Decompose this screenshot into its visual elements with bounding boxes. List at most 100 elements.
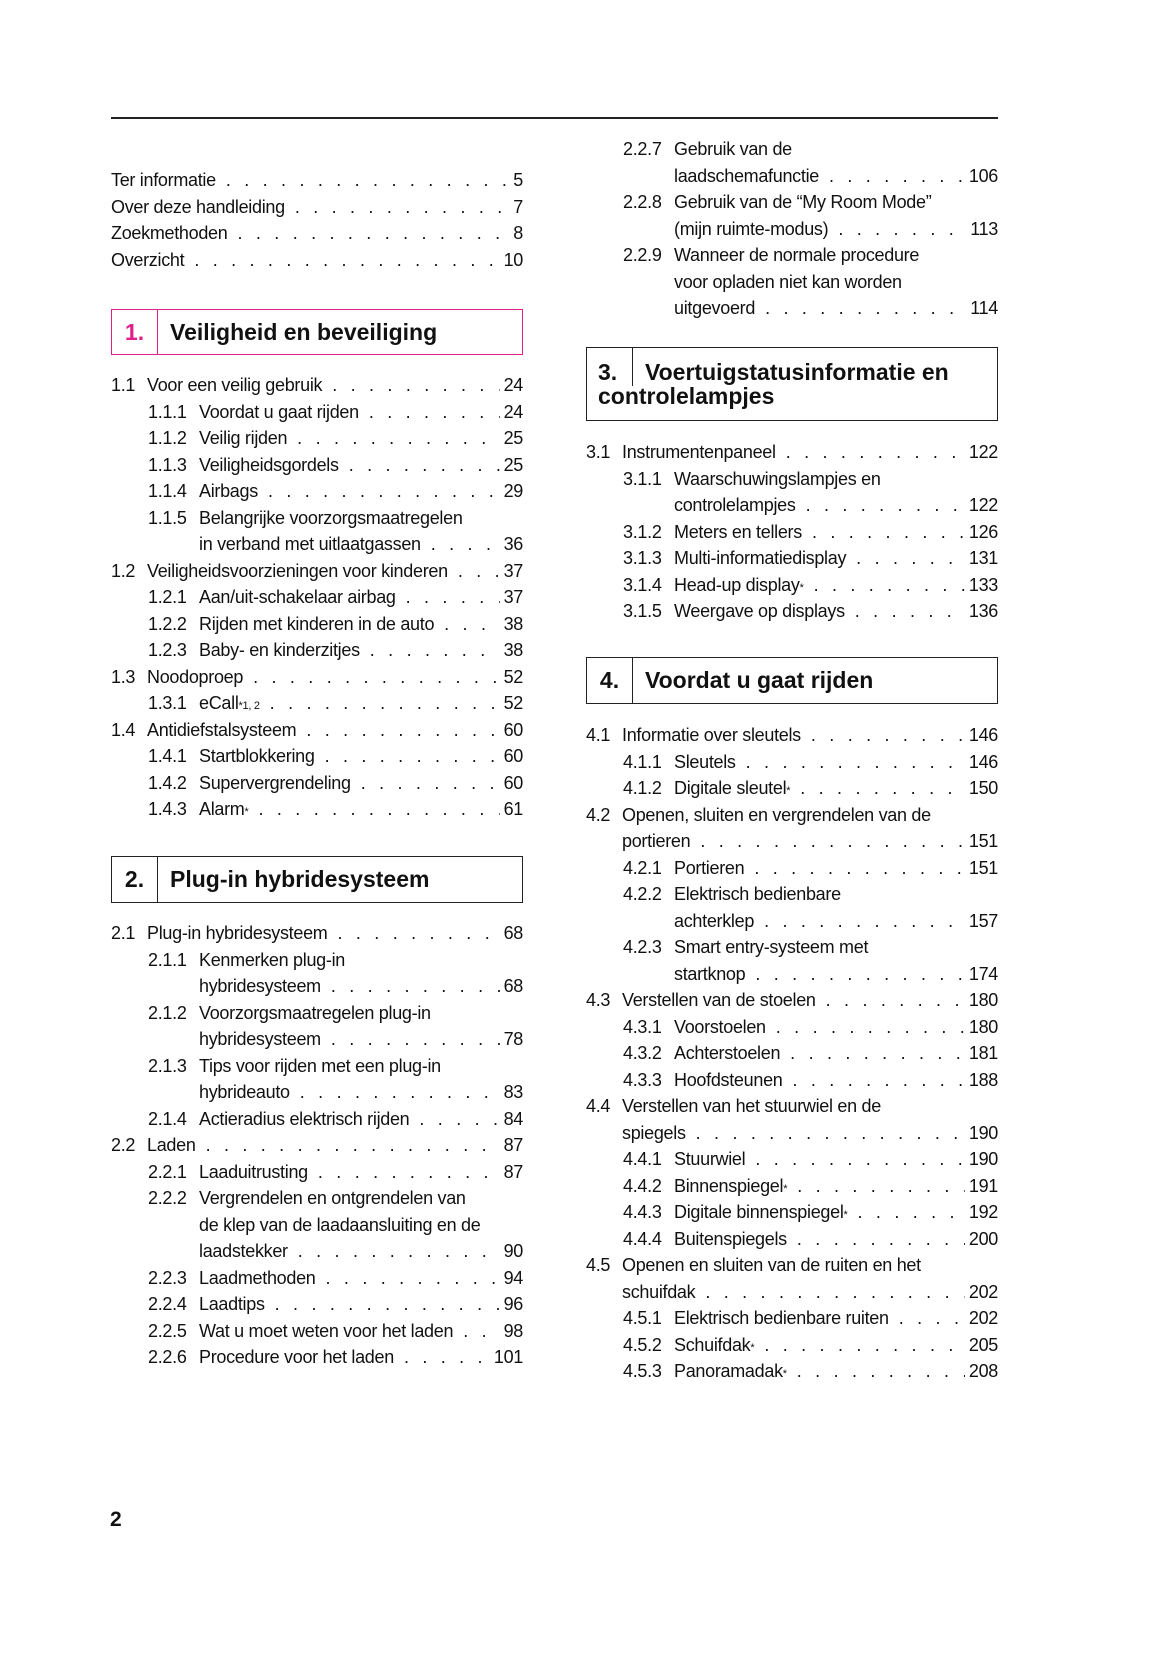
toc-entry[interactable]: 2.1.3 Tips voor rijden met een plug-in hyb…: [111, 1053, 523, 1106]
toc-entry[interactable]: 2.2.4 Laadtips 96: [111, 1291, 523, 1318]
toc-entry[interactable]: 2.2.1 Laaduitrusting 87: [111, 1159, 523, 1186]
toc-entry[interactable]: Overzicht 10: [111, 247, 523, 274]
toc-entry[interactable]: 4.3.2 Achterstoelen 181: [586, 1040, 998, 1067]
toc-entry-title: Belangrijke voorzorgsmaatregelen: [199, 507, 463, 528]
toc-entry[interactable]: Zoekmethoden 8: [111, 220, 523, 247]
dot-leader: [463, 1318, 499, 1345]
toc-entry[interactable]: 2.1.1 Kenmerken plug-in hybridesysteem 68: [111, 947, 523, 1000]
dot-leader: [755, 961, 965, 988]
toc-entry[interactable]: Ter informatie 5: [111, 167, 523, 194]
toc-entry[interactable]: 1.4 Antidiefstalsysteem 60: [111, 717, 523, 744]
toc-entry[interactable]: 1.2.3 Baby- en kinderzitjes 38: [111, 637, 523, 664]
toc-entry[interactable]: 2.2.2 Vergrendelen en ontgrendelen van de …: [111, 1185, 523, 1265]
toc-entry[interactable]: 3.1.3 Multi-informatiedisplay 131: [586, 545, 998, 572]
toc-entry[interactable]: 1.1.4 Airbags 29: [111, 478, 523, 505]
toc-entry[interactable]: 2.1.2 Voorzorgsmaatregelen plug-in hybride…: [111, 1000, 523, 1053]
toc-entry[interactable]: 2.2.5 Wat u moet weten voor het laden 98: [111, 1318, 523, 1345]
chapter-number: 4.: [587, 658, 633, 703]
toc-entry-page: 37: [503, 587, 524, 607]
toc-entry-title: Openen, sluiten en vergrendelen van de: [622, 804, 931, 825]
toc-entry[interactable]: 4.5 Openen en sluiten van de ruiten en he…: [586, 1252, 998, 1305]
toc-entry[interactable]: 2.2.9 Wanneer de normale procedure voor op…: [586, 242, 998, 322]
toc-entry[interactable]: 4.4 Verstellen van het stuurwiel en de spi…: [586, 1093, 998, 1146]
toc-entry[interactable]: 3.1.1 Waarschuwingslampjes en controlelamp…: [586, 466, 998, 519]
dot-leader: [696, 1120, 965, 1147]
toc-entry-number: 1.2: [111, 560, 136, 581]
toc-entry-number: 1.1.2: [148, 428, 187, 448]
toc-entry-title: Voorstoelen: [674, 1016, 766, 1037]
toc-entry[interactable]: 2.2.3 Laadmethoden 94: [111, 1265, 523, 1292]
toc-entry[interactable]: 1.1.1 Voordat u gaat rijden 24: [111, 399, 523, 426]
toc-entry-title: controlelampjes: [674, 495, 796, 515]
toc-entry-title: Hoofdsteunen: [674, 1069, 783, 1090]
toc-entry[interactable]: 4.5.1 Elektrisch bedienbare ruiten 202: [586, 1305, 998, 1332]
toc-entry[interactable]: Over deze handleiding 7: [111, 194, 523, 221]
toc-entry[interactable]: 1.2.1 Aan/uit-schakelaar airbag 37: [111, 584, 523, 611]
toc-entry[interactable]: 2.2.6 Procedure voor het laden 101: [111, 1344, 523, 1371]
toc-entry-page: 208: [968, 1361, 998, 1381]
toc-entry[interactable]: 1.1.2 Veilig rijden 25: [111, 425, 523, 452]
toc-entry[interactable]: 4.3.1 Voorstoelen 180: [586, 1014, 998, 1041]
dot-leader: [253, 664, 499, 691]
dot-leader: [237, 220, 509, 247]
dot-leader: [326, 1265, 500, 1292]
toc-entry-number: 3.1.4: [623, 574, 662, 595]
toc-entry-number: 4.4.3: [623, 1202, 662, 1222]
toc-entry-number: 2.1.2: [148, 1002, 187, 1023]
dot-leader: [899, 1305, 965, 1332]
toc-entry[interactable]: 1.2.2 Rijden met kinderen in de auto 38: [111, 611, 523, 638]
toc-entry[interactable]: 4.2.3 Smart entry-systeem met startknop 174: [586, 934, 998, 987]
dot-leader: [194, 247, 499, 274]
toc-entry[interactable]: 4.3.3 Hoofdsteunen 188: [586, 1067, 998, 1094]
toc-entry-number: 2.2.5: [148, 1320, 187, 1341]
toc-entry[interactable]: 1.2 Veiligheidsvoorzieningen voor kindere…: [111, 558, 523, 585]
toc-entry[interactable]: 4.3 Verstellen van de stoelen 180: [586, 987, 998, 1014]
chapter-3-list: 3.1 Instrumentenpaneel 122 3.1.1 Waarschuwin…: [586, 439, 998, 625]
toc-entry[interactable]: 2.2 Laden 87: [111, 1132, 523, 1159]
toc-entry-title: hybridesysteem: [199, 976, 321, 996]
toc-entry-page: 68: [503, 923, 524, 943]
toc-entry[interactable]: 4.2.1 Portieren 151: [586, 855, 998, 882]
chapter-4-heading: 4. Voordat u gaat rijden: [586, 657, 998, 704]
toc-entry[interactable]: 4.4.4 Buitenspiegels 200: [586, 1226, 998, 1253]
toc-entry[interactable]: 4.4.1 Stuurwiel 190: [586, 1146, 998, 1173]
toc-entry[interactable]: 2.1 Plug-in hybridesysteem 68: [111, 920, 523, 947]
toc-entry[interactable]: 3.1.5 Weergave op displays 136: [586, 598, 998, 625]
toc-entry[interactable]: 4.1 Informatie over sleutels 146: [586, 722, 998, 749]
toc-entry[interactable]: 2.2.8 Gebruik van de “My Room Mode” (mijn …: [586, 189, 998, 242]
toc-entry[interactable]: 4.1.1 Sleutels 146: [586, 749, 998, 776]
toc-entry[interactable]: 1.1.5 Belangrijke voorzorgsmaatregelen in …: [111, 505, 523, 558]
toc-entry[interactable]: 1.1.3 Veiligheidsgordels 25: [111, 452, 523, 479]
toc-entry[interactable]: 2.1.4 Actieradius elektrisch rijden 84: [111, 1106, 523, 1133]
toc-entry[interactable]: 2.2.7 Gebruik van de laadschemafunctie 106: [586, 136, 998, 189]
toc-entry[interactable]: 3.1 Instrumentenpaneel 122: [586, 439, 998, 466]
toc-entry[interactable]: 1.4.1 Startblokkering 60: [111, 743, 523, 770]
toc-entry-number: 3.1.2: [623, 521, 662, 542]
toc-entry[interactable]: 1.4.2 Supervergrendeling 60: [111, 770, 523, 797]
dot-leader: [765, 295, 966, 322]
toc-entry[interactable]: 1.1 Voor een veilig gebruik 24: [111, 372, 523, 399]
toc-entry-number: 3.1: [586, 442, 611, 462]
toc-entry[interactable]: 4.2.2 Elektrisch bedienbare achterklep 157: [586, 881, 998, 934]
toc-entry-number: 4.3.2: [623, 1043, 662, 1063]
toc-entry-title: Sleutels: [674, 751, 736, 772]
toc-entry[interactable]: 1.3 Noodoproep 52: [111, 664, 523, 691]
toc-entry-page: 87: [503, 1135, 524, 1155]
dot-leader: [705, 1279, 965, 1306]
toc-entry-page: 38: [503, 640, 524, 660]
toc-entry-number: 1.1.5: [148, 507, 187, 528]
dot-leader: [826, 987, 965, 1014]
toc-entry[interactable]: 3.1.2 Meters en tellers 126: [586, 519, 998, 546]
toc-entry-title: voor opladen niet kan worden: [674, 271, 902, 292]
toc-entry-title: Elektrisch bedienbare: [674, 884, 841, 904]
toc-entry[interactable]: 4.2 Openen, sluiten en vergrendelen van d…: [586, 802, 998, 855]
toc-entry-title: Veiligheidsvoorzieningen voor kinderen: [147, 560, 448, 581]
